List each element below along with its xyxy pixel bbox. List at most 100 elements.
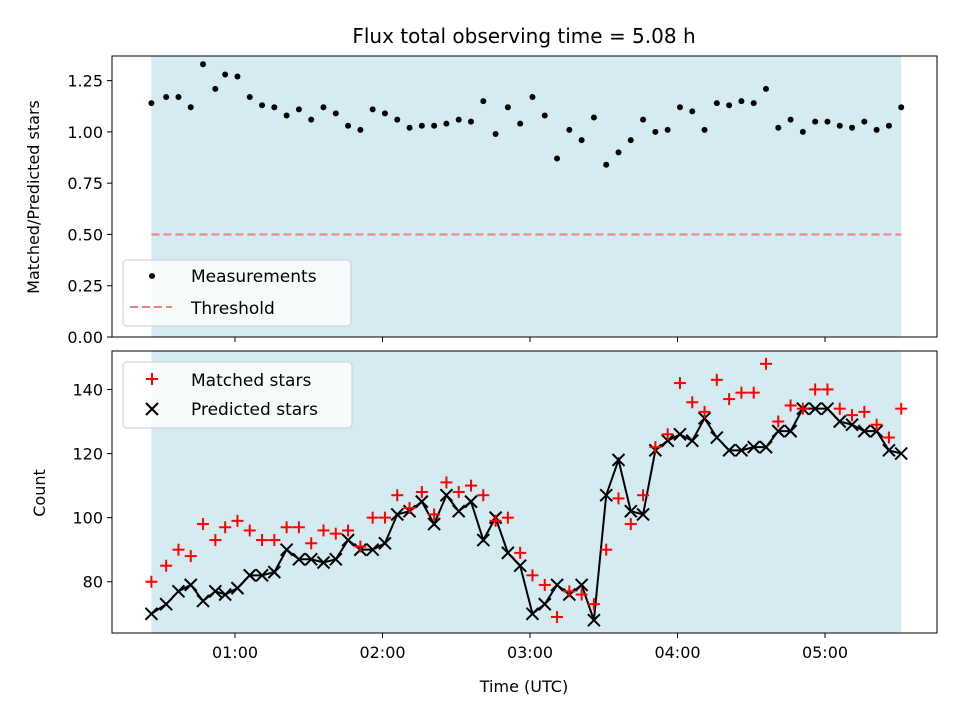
- predicted-star-point: [171, 584, 186, 599]
- ratio-panel-frame: [111, 55, 938, 338]
- matched-star-point: [305, 537, 318, 550]
- ratio-legend-box: [122, 259, 352, 327]
- matched-star-point: [600, 543, 613, 556]
- measurement-point: [812, 118, 819, 125]
- ratio-y-tick-label: 0.75: [67, 174, 103, 193]
- predicted-star-point: [734, 443, 749, 458]
- measurement-point: [455, 116, 462, 123]
- predicted-star-point: [279, 542, 294, 557]
- count-y-tick-label: 120: [72, 445, 103, 464]
- measurement-point: [234, 73, 241, 80]
- measurement-point: [431, 122, 438, 129]
- predicted-star-point: [267, 565, 282, 579]
- chart-title: Flux total observing time = 5.08 h: [352, 24, 695, 48]
- ratio-panel: 0.00 0.25 0.50 0.75 1.00 1.25 Matched/Predict…: [24, 55, 938, 347]
- predicted-star-point: [611, 453, 626, 467]
- predicted-star-point: [599, 488, 613, 502]
- predicted-star-point: [636, 507, 650, 522]
- matched-star-point: [501, 511, 514, 524]
- measurement-point: [554, 155, 561, 162]
- measurement-point: [566, 126, 573, 133]
- predicted-star-point: [513, 558, 527, 573]
- measurement-point: [640, 116, 647, 123]
- legend-marker-predicted-stars: [145, 402, 159, 416]
- measurement-point: [627, 137, 634, 144]
- matched-star-point: [637, 489, 650, 502]
- measurement-point: [849, 124, 856, 131]
- predicted-star-point: [329, 552, 343, 567]
- matched-star-point: [612, 492, 625, 505]
- measurement-point: [332, 110, 339, 117]
- matched-star-point: [197, 518, 210, 531]
- measurement-point: [763, 85, 769, 92]
- matched-star-point: [747, 386, 760, 399]
- count-y-tick-label: 140: [72, 380, 103, 399]
- measurement-point: [163, 94, 170, 101]
- matched-star-point: [268, 534, 281, 547]
- x-axis-label: Time (UTC): [479, 677, 568, 696]
- ratio-y-axis-label: Matched/Predicted stars: [24, 100, 43, 294]
- measurement-point: [369, 106, 376, 113]
- measurement-point: [603, 161, 610, 168]
- matched-star-point: [317, 524, 330, 537]
- predicted-star-point: [833, 414, 847, 429]
- measurement-point: [200, 61, 207, 68]
- predicted-star-point: [808, 401, 822, 416]
- matched-star-point: [292, 521, 305, 534]
- predicted-star-point: [341, 533, 355, 547]
- matched-star-point: [895, 402, 908, 415]
- x-tick-label: 02:00: [359, 643, 405, 662]
- legend-marker-matched-stars: [146, 373, 158, 385]
- matched-star-point: [710, 373, 723, 386]
- matched-star-point: [870, 418, 883, 431]
- ratio-y-tick-label: 0.50: [67, 225, 103, 244]
- predicted-star-point: [196, 594, 210, 608]
- measurement-point: [357, 126, 364, 133]
- predicted-star-point: [144, 607, 159, 621]
- matched-star-point: [698, 405, 711, 418]
- matched-star-point: [846, 409, 859, 422]
- matched-star-point: [219, 521, 232, 534]
- x-tick-label: 01:00: [212, 643, 258, 662]
- measurement-point: [885, 122, 892, 129]
- matched-star-point: [760, 357, 772, 370]
- matched-star-point: [243, 524, 256, 537]
- matched-star-point: [673, 377, 686, 390]
- matched-star-point: [796, 402, 809, 415]
- predicted-star-point: [427, 517, 441, 531]
- predicted-star-point: [452, 504, 466, 518]
- measurement-point: [443, 120, 450, 127]
- matched-star-point: [160, 559, 173, 572]
- x-tick-label: 05:00: [802, 643, 848, 662]
- ratio-legend: Measurements Threshold: [122, 259, 352, 327]
- matched-star-point: [575, 588, 588, 601]
- measurement-point: [738, 98, 745, 105]
- measurement-point: [664, 126, 671, 133]
- ratio-y-tick-label: 0.25: [67, 277, 103, 296]
- measurement-point: [212, 85, 219, 92]
- measurement-point: [726, 102, 733, 109]
- measurement-point: [541, 112, 548, 119]
- measurement-point: [283, 112, 290, 119]
- predicted-star-point: [525, 607, 540, 621]
- matched-star-point: [280, 521, 293, 534]
- measurement-point: [148, 100, 155, 107]
- count-y-tick-label: 80: [83, 573, 103, 592]
- matched-star-point: [452, 486, 465, 498]
- legend-label-matched-stars: Matched stars: [191, 371, 311, 391]
- matched-star-point: [145, 575, 158, 588]
- matched-star-point: [378, 511, 391, 524]
- predicted-star-point: [439, 488, 454, 502]
- predicted-star-point: [208, 584, 223, 599]
- matched-star-point: [184, 550, 197, 563]
- measurement-point: [701, 126, 708, 133]
- predicted-star-point: [184, 578, 198, 592]
- matched-star-point: [256, 534, 269, 547]
- matched-star-point: [366, 511, 379, 524]
- predicted-star-point: [365, 542, 380, 557]
- predicted-star-point: [550, 578, 564, 592]
- predicted-star-point: [697, 411, 712, 426]
- predicted-star-point: [783, 424, 798, 438]
- count-y-tick-label: 100: [72, 509, 103, 528]
- matched-star-point: [784, 399, 797, 412]
